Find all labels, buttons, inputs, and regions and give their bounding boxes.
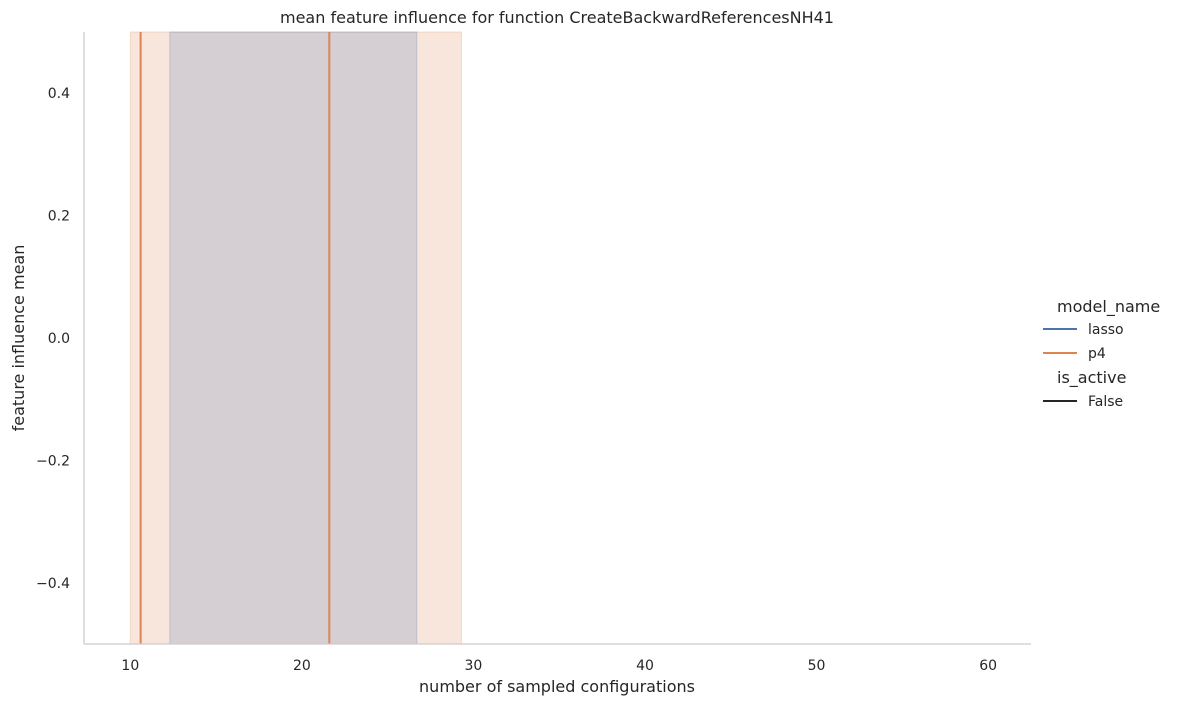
y-tick-label: −0.4	[36, 576, 70, 592]
band-p4	[129, 31, 462, 645]
x-tick-label: 10	[121, 658, 139, 674]
chart-title: mean feature influence for function Crea…	[280, 8, 834, 27]
legend-style-title: is_active	[1057, 368, 1126, 388]
band-lasso	[169, 31, 418, 645]
y-tick-label: 0.2	[48, 209, 70, 225]
y-axis-label: feature influence mean	[9, 245, 28, 432]
x-ticks: 10 20 30 40 50 60	[121, 658, 997, 674]
legend-hue-title: model_name	[1057, 297, 1160, 317]
legend-label-p4: p4	[1088, 346, 1106, 362]
x-tick-label: 60	[979, 658, 997, 674]
y-tick-label: 0.4	[48, 86, 70, 102]
y-ticks: 0.4 0.2 0.0 −0.2 −0.4	[36, 86, 70, 592]
confidence-bands	[129, 31, 462, 645]
x-axis-label: number of sampled configurations	[419, 677, 695, 696]
x-tick-label: 50	[808, 658, 826, 674]
y-tick-label: −0.2	[36, 453, 70, 469]
x-tick-label: 30	[465, 658, 483, 674]
legend-label-false: False	[1088, 394, 1123, 410]
y-tick-label: 0.0	[48, 331, 70, 347]
x-tick-label: 40	[636, 658, 654, 674]
legend: model_name lasso p4 is_active False	[1043, 297, 1160, 410]
x-tick-label: 20	[293, 658, 311, 674]
series-lines	[139, 32, 331, 644]
legend-label-lasso: lasso	[1088, 322, 1124, 338]
